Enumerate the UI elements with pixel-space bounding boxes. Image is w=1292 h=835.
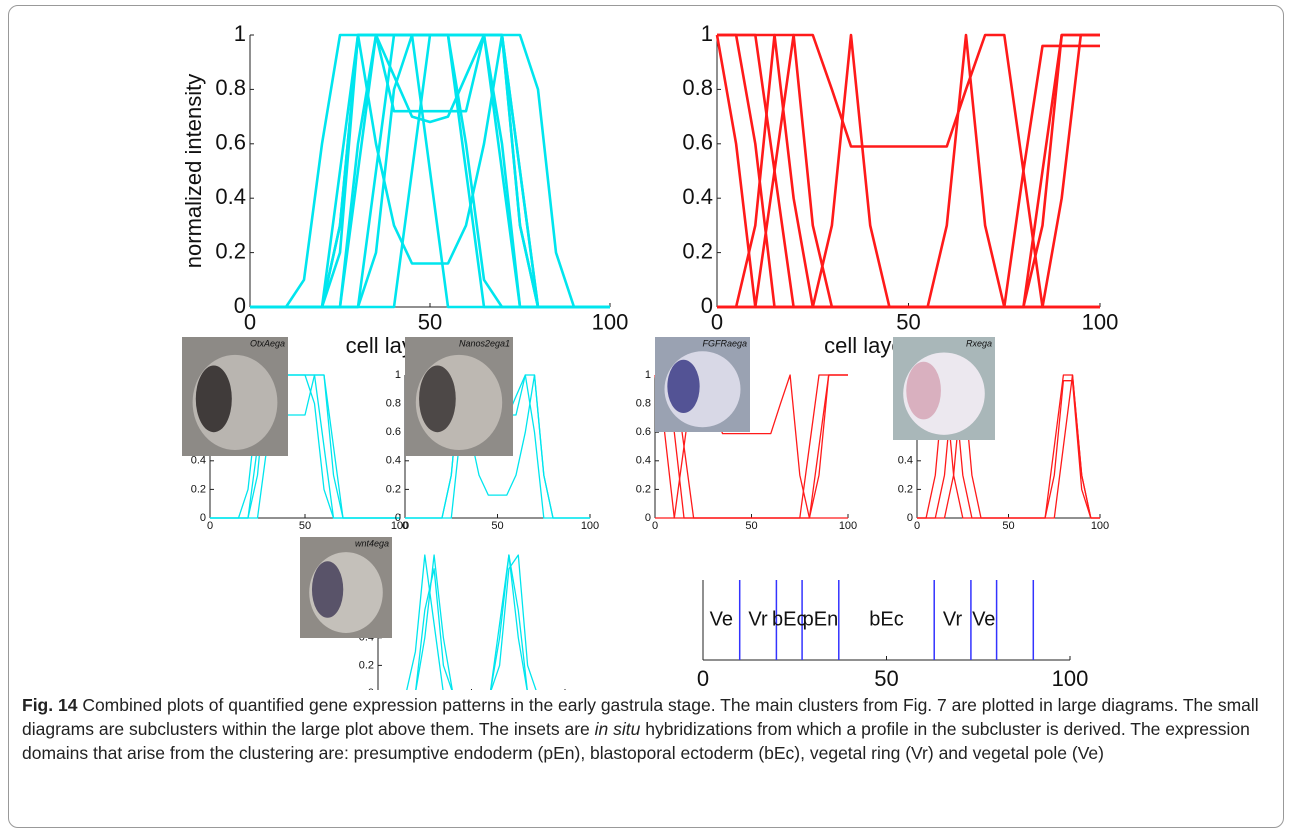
y-tick-label: 0.4 [636,455,651,467]
x-tick-label: 0 [711,309,723,334]
y-tick-label: 1 [395,369,401,381]
line-series [250,33,610,309]
y-tick-label: 0.6 [682,130,713,155]
domain-label: Vr [943,608,963,630]
y-tick-label: 0 [368,687,374,690]
y-tick-label: 0.4 [215,184,246,209]
x-tick-label: 100 [581,520,599,532]
y-tick-label: 0.2 [191,483,206,495]
y-tick-label: 1 [234,21,246,46]
inset-label: FGFRaega [702,338,747,348]
line-series [717,33,1100,309]
y-tick-label: 0.2 [682,238,713,263]
x-tick-label: 0 [244,309,256,334]
line-series [654,374,848,519]
y-tick-label: 0.6 [386,426,401,438]
x-tick-label: 0 [402,520,408,532]
embryo-stain [311,561,344,618]
y-tick-label: 0 [645,512,651,524]
x-tick-label: 50 [896,309,920,334]
x-tick-label: 50 [418,309,442,334]
y-tick-label: 0.8 [682,75,713,100]
y-tick-label: 0.4 [682,184,713,209]
y-tick-label: 0.8 [386,398,401,410]
line-series [406,554,528,690]
y-tick-label: 0 [395,512,401,524]
x-tick-label: 100 [1082,309,1119,334]
y-tick-label: 0 [701,293,713,318]
y-tick-label: 1 [645,369,651,381]
x-tick-label: 50 [745,520,757,532]
x-tick-label: 0 [207,520,213,532]
caption: Fig. 14 Combined plots of quantified gen… [22,693,1274,765]
y-tick-label: 0 [234,293,246,318]
embryo-stain [419,365,456,433]
y-tick-label: 0.6 [636,426,651,438]
embryo-stain [667,359,700,413]
inset-label: Nanos2ega1 [459,338,510,348]
y-tick-label: 1 [701,21,713,46]
domain-label: Ve [972,608,995,630]
y-tick-label: 0.2 [359,659,374,671]
x-tick-label: 100 [391,520,409,532]
line-series [715,33,1100,309]
x-tick-label: 50 [491,520,503,532]
caption-text: Combined plots of quantified gene expres… [22,695,1259,739]
embryo-stain [906,361,941,420]
y-tick-label: 0 [200,512,206,524]
y-tick-label: 0.4 [191,455,206,467]
caption-text: hybridizations from which a profile in t… [22,719,1250,763]
y-tick-label: 0.8 [636,398,651,410]
y-tick-label: 0.8 [215,75,246,100]
figure-frame [8,5,1284,828]
x-tick-label: 100 [1052,666,1089,690]
line-series [415,554,537,690]
line-series [415,554,528,690]
inset-label: wnt4ega [355,538,389,548]
domain-label: bEc [772,608,806,630]
domain-label: pEn [803,608,839,630]
x-tick-label: 50 [874,666,898,690]
x-tick-label: 50 [1002,520,1014,532]
domain-label: Ve [710,608,733,630]
x-tick-label: 0 [652,520,658,532]
x-tick-label: 100 [1091,520,1109,532]
line-series [250,33,610,309]
x-tick-label: 0 [914,520,920,532]
embryo-stain [195,365,232,433]
inset-label: OtxAega [250,338,285,348]
x-tick-label: 100 [839,520,857,532]
caption-label: Fig. 14 [22,695,78,715]
y-tick-label: 0.6 [215,130,246,155]
y-tick-label: 0.4 [386,455,401,467]
y-tick-label: 0.2 [215,238,246,263]
y-axis-label: normalized intensity [181,74,206,268]
line-series [210,374,400,519]
domain-label: Vr [748,608,768,630]
domain-label: bEc [869,608,903,630]
y-tick-label: 0 [907,512,913,524]
x-tick-label: 50 [299,520,311,532]
caption-italic: in situ [594,719,641,739]
y-tick-label: 0.2 [898,483,913,495]
y-tick-label: 0.2 [386,483,401,495]
line-series [917,374,1100,519]
x-tick-label: 100 [592,309,629,334]
y-tick-label: 0.2 [636,483,651,495]
x-tick-label: 0 [697,666,709,690]
y-tick-label: 0.4 [898,455,913,467]
inset-label: Rxega [966,338,992,348]
